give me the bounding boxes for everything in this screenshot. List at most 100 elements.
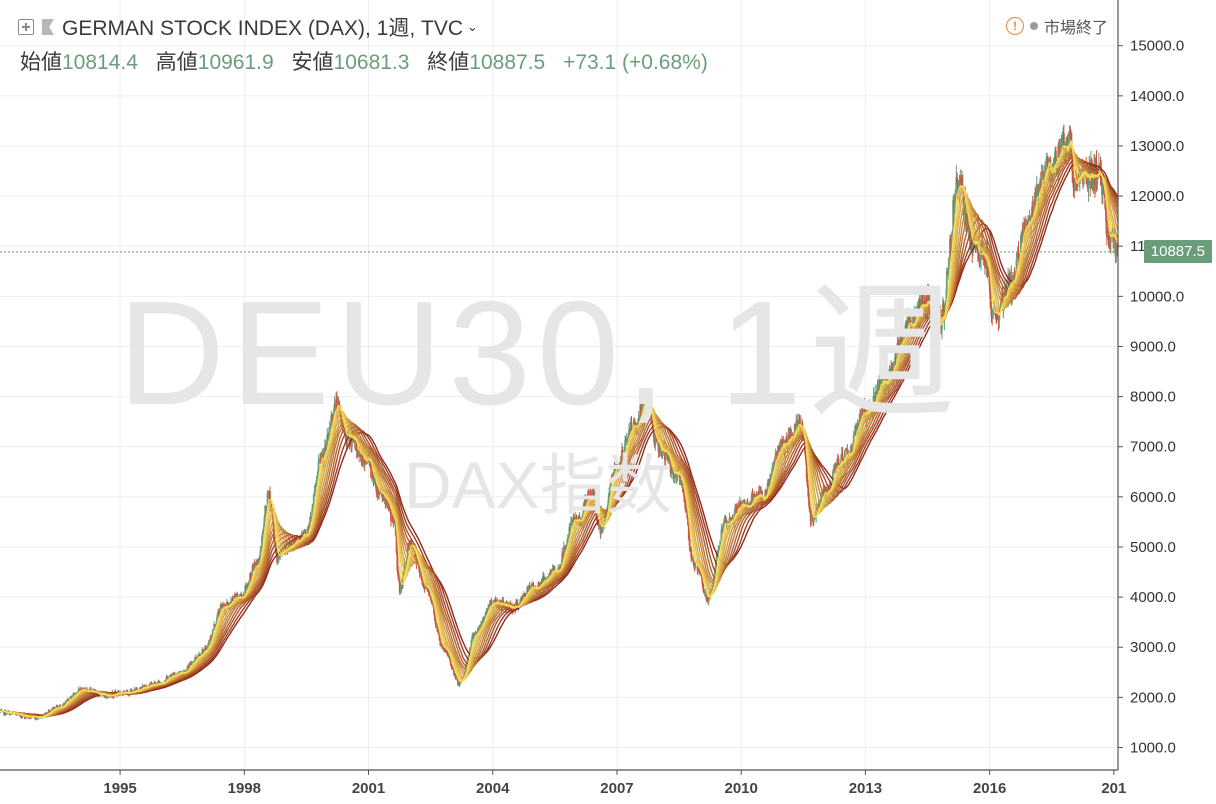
candle-body bbox=[793, 423, 796, 439]
y-tick-label: 12000.0 bbox=[1130, 188, 1184, 205]
candle-body bbox=[850, 447, 853, 454]
candle-body bbox=[687, 517, 689, 526]
candle-body bbox=[752, 493, 755, 506]
candle-body bbox=[661, 450, 664, 457]
candle-body bbox=[397, 570, 400, 577]
candle-body bbox=[452, 668, 455, 675]
high-label: 高値 bbox=[155, 51, 198, 74]
candle-body bbox=[253, 563, 255, 569]
candle-body bbox=[611, 479, 614, 481]
candle-body bbox=[253, 563, 256, 566]
candle-body bbox=[414, 553, 417, 559]
candle-body bbox=[608, 493, 611, 500]
candle-body bbox=[561, 552, 564, 565]
candle-body bbox=[432, 601, 435, 606]
expand-icon[interactable] bbox=[18, 19, 34, 35]
candle-body bbox=[515, 601, 518, 603]
candle-body bbox=[551, 567, 554, 572]
x-tick-label: 2013 bbox=[849, 780, 882, 797]
candle-body bbox=[236, 593, 239, 599]
candle-body bbox=[791, 434, 794, 437]
candle-body bbox=[176, 673, 179, 675]
candle-body bbox=[471, 635, 474, 641]
candle-body bbox=[787, 434, 790, 447]
candle-body bbox=[1070, 145, 1073, 158]
candle-body bbox=[1079, 169, 1082, 179]
candle-body bbox=[927, 289, 930, 302]
candle-body bbox=[558, 568, 560, 570]
candle-body bbox=[209, 637, 212, 645]
candle-body bbox=[808, 505, 811, 512]
candle-body bbox=[218, 611, 220, 614]
flag-icon[interactable] bbox=[42, 19, 54, 35]
candle-body bbox=[262, 527, 265, 532]
candle-body bbox=[908, 315, 911, 323]
candle-body bbox=[63, 703, 66, 705]
candle-body bbox=[1024, 222, 1027, 236]
candle-body bbox=[852, 435, 855, 450]
warning-icon[interactable]: ! bbox=[1005, 17, 1024, 35]
candle-body bbox=[1017, 250, 1020, 258]
candle-body bbox=[613, 472, 615, 477]
candle-body bbox=[605, 510, 607, 519]
candle-body bbox=[780, 440, 783, 456]
candle-body bbox=[739, 502, 742, 504]
candle-body bbox=[867, 404, 869, 406]
candle-body bbox=[273, 539, 276, 543]
candle-body bbox=[953, 207, 956, 213]
candle-body bbox=[312, 494, 315, 508]
description-watermark: DAX指数 bbox=[404, 448, 672, 522]
candle-body bbox=[933, 302, 936, 304]
moving-average-line bbox=[0, 160, 1119, 717]
candle-body bbox=[1022, 231, 1025, 241]
candle-body bbox=[450, 664, 453, 667]
candle-body bbox=[863, 403, 866, 416]
candle-body bbox=[288, 542, 291, 548]
candle-body bbox=[460, 677, 463, 682]
candle-body bbox=[441, 646, 444, 648]
candle-body bbox=[526, 588, 529, 597]
candle-body bbox=[378, 493, 380, 495]
candle-body bbox=[918, 299, 921, 309]
market-status[interactable]: ! 市場終了 bbox=[1005, 14, 1108, 38]
candle-body bbox=[323, 446, 326, 457]
candle-body bbox=[935, 317, 938, 324]
y-tick-label: 15000.0 bbox=[1130, 38, 1184, 55]
candle-body bbox=[553, 567, 556, 573]
x-tick-label: 2016 bbox=[973, 780, 1006, 797]
candle-body bbox=[315, 485, 318, 487]
candle-body bbox=[438, 634, 441, 641]
open-label: 始値 bbox=[20, 51, 62, 74]
candle-body bbox=[1068, 132, 1071, 140]
candle-body bbox=[215, 621, 218, 625]
x-tick-label: 2010 bbox=[725, 780, 758, 797]
candle-body bbox=[548, 573, 551, 576]
y-tick-label: 7000.0 bbox=[1130, 439, 1176, 456]
candle-body bbox=[358, 449, 361, 457]
candle-body bbox=[449, 654, 451, 660]
candle-body bbox=[295, 539, 298, 543]
candle-body bbox=[198, 653, 201, 657]
candle-body bbox=[738, 502, 741, 509]
candle-body bbox=[1086, 177, 1088, 185]
chevron-down-icon[interactable]: ⌄ bbox=[467, 19, 478, 34]
candle-body bbox=[820, 497, 822, 505]
symbol-title[interactable]: GERMAN STOCK INDEX (DAX), 1週, TVC bbox=[62, 17, 463, 40]
candle-body bbox=[213, 624, 216, 630]
candle-body bbox=[714, 561, 717, 569]
candle-body bbox=[314, 485, 317, 492]
candle-body bbox=[676, 468, 679, 475]
low-label: 安値 bbox=[291, 51, 334, 74]
candle-body bbox=[677, 468, 680, 472]
candle-body bbox=[65, 702, 67, 704]
candle-body bbox=[719, 541, 722, 546]
candle-body bbox=[261, 531, 264, 537]
candle-body bbox=[226, 602, 229, 607]
candle-body bbox=[270, 502, 273, 509]
candle-body bbox=[896, 343, 899, 359]
candle-body bbox=[531, 583, 533, 591]
candle-body bbox=[339, 410, 342, 420]
candle-body bbox=[1035, 188, 1038, 197]
candle-body bbox=[901, 338, 904, 346]
